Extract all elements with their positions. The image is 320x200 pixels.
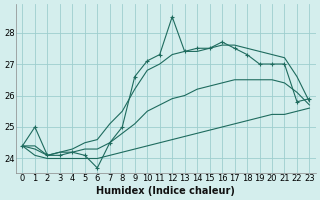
X-axis label: Humidex (Indice chaleur): Humidex (Indice chaleur) — [97, 186, 236, 196]
